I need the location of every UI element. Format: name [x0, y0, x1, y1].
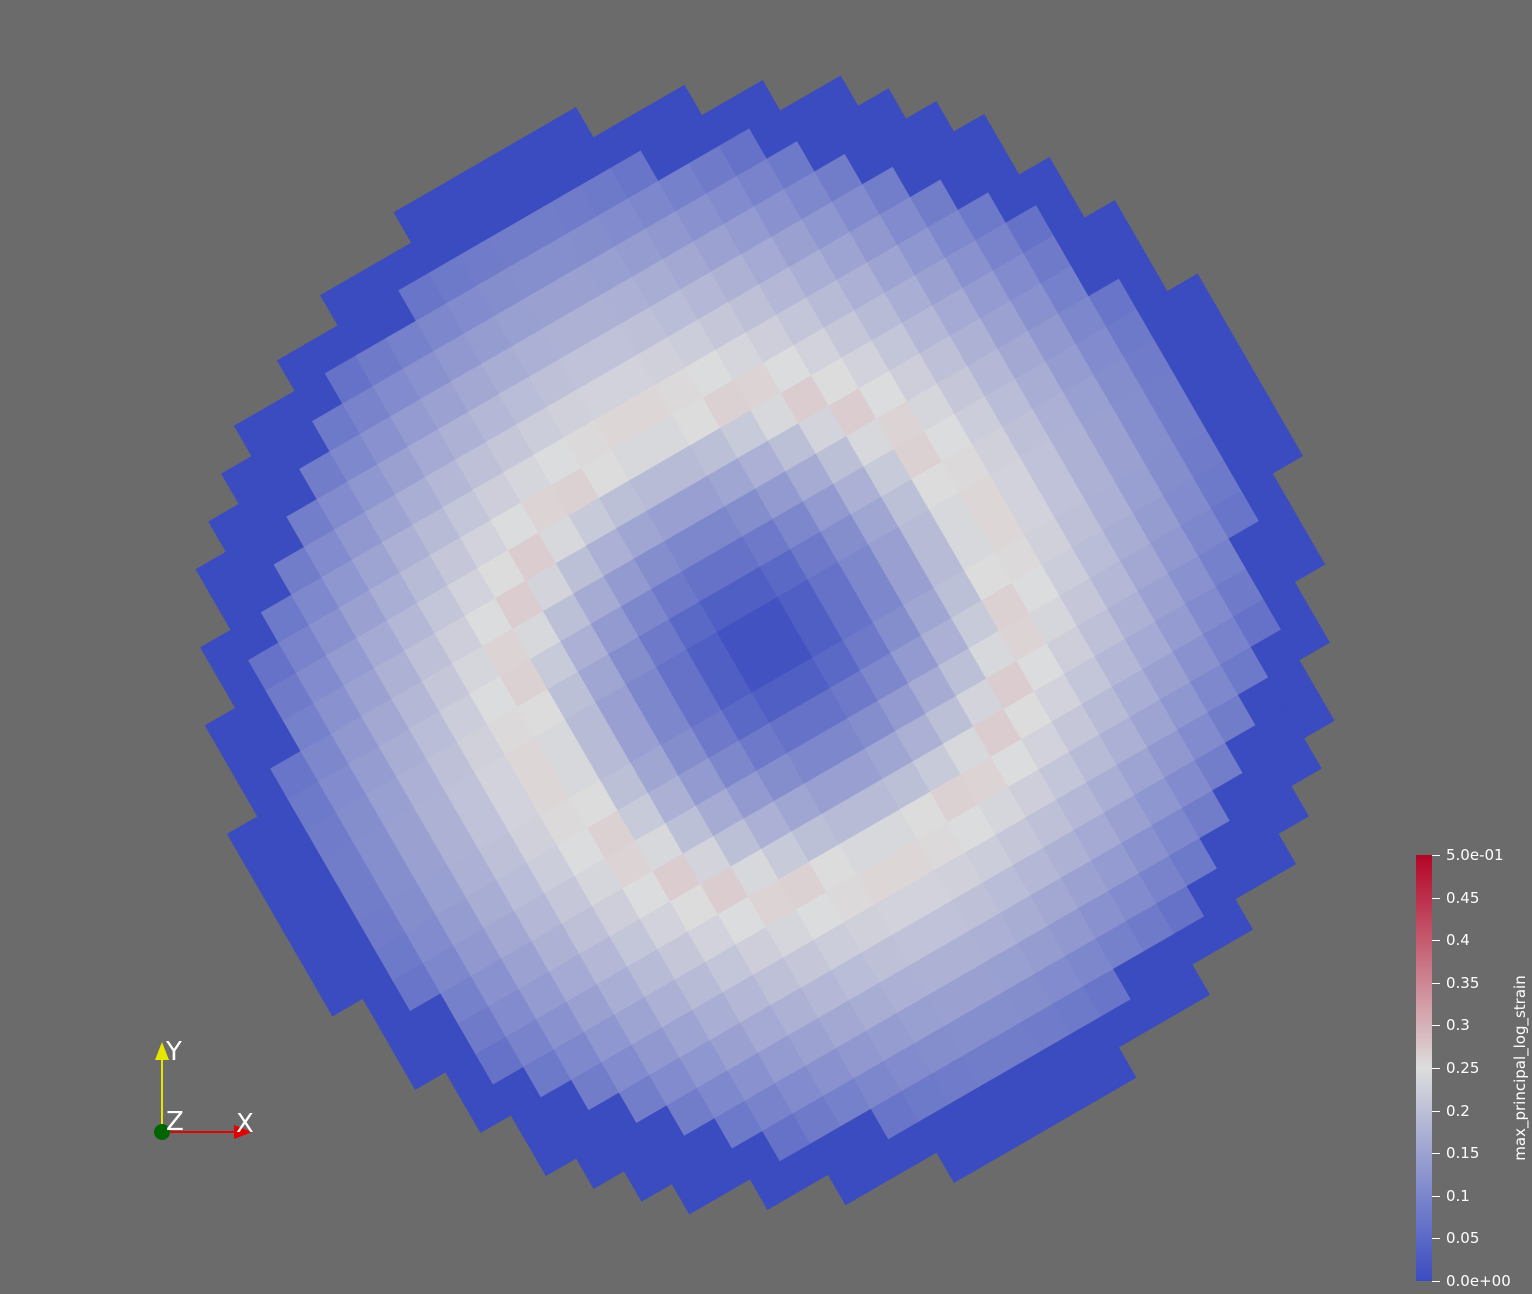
scalar-bar-tick: [1432, 1111, 1440, 1112]
y-axis-label: Y: [165, 1037, 182, 1067]
mesh-cell: [1280, 611, 1330, 661]
orientation-axes: X Y Z: [154, 1037, 254, 1140]
mesh-cell: [1087, 1046, 1137, 1096]
scalar-bar-tick-label: 0.45: [1446, 889, 1480, 907]
scalar-bar-tick: [1432, 1238, 1440, 1239]
y-axis-arrow: [155, 1042, 169, 1060]
scalar-bar-tick-label: 0.2: [1446, 1102, 1470, 1120]
mesh-cell: [1276, 533, 1326, 583]
mesh-cell: [1161, 963, 1210, 1013]
scalar-bar-title: max_principal_log_strain: [1511, 975, 1529, 1161]
scalar-bar-tick-label: 0.3: [1446, 1016, 1470, 1034]
z-axis-label: Z: [166, 1107, 184, 1137]
scalar-bar-tick-label: 0.1: [1446, 1187, 1470, 1205]
scalar-bar-tick: [1432, 898, 1440, 899]
scalar-bar-tick-label: 0.0e+00: [1446, 1272, 1511, 1290]
scalar-bar-tick: [1432, 1153, 1440, 1154]
scalar-bar-tick-label: 5.0e-01: [1446, 846, 1504, 864]
scalar-bar-tick-label: 0.15: [1446, 1144, 1480, 1162]
mesh-cell: [1254, 425, 1304, 474]
mesh-cell: [1247, 833, 1297, 883]
scalar-bar-tick: [1432, 1068, 1440, 1069]
scalar-bar-tick: [1432, 1196, 1440, 1197]
mesh-cell: [1285, 689, 1335, 739]
mesh-cell: [1260, 785, 1309, 835]
z-axis-dot: [154, 1124, 170, 1140]
scalar-bar-tick: [1432, 1025, 1440, 1026]
mesh-cells: [195, 75, 1335, 1215]
scalar-bar-tick-label: 0.4: [1446, 931, 1470, 949]
scalar-bar-tick: [1432, 1281, 1440, 1282]
scalar-bar-tick-label: 0.35: [1446, 974, 1480, 992]
x-axis-label: X: [236, 1109, 254, 1139]
mesh-cell: [1204, 898, 1254, 948]
scalar-bar-tick: [1432, 983, 1440, 984]
scalar-bar-tick-label: 0.05: [1446, 1229, 1480, 1247]
scalar-bar: [1416, 855, 1432, 1281]
scalar-bar-tick: [1432, 940, 1440, 941]
scalar-bar-tick: [1432, 855, 1440, 856]
x-axis-arrow: [234, 1125, 252, 1139]
mesh-cell: [1272, 737, 1322, 787]
scalar-bar-tick-label: 0.25: [1446, 1059, 1480, 1077]
